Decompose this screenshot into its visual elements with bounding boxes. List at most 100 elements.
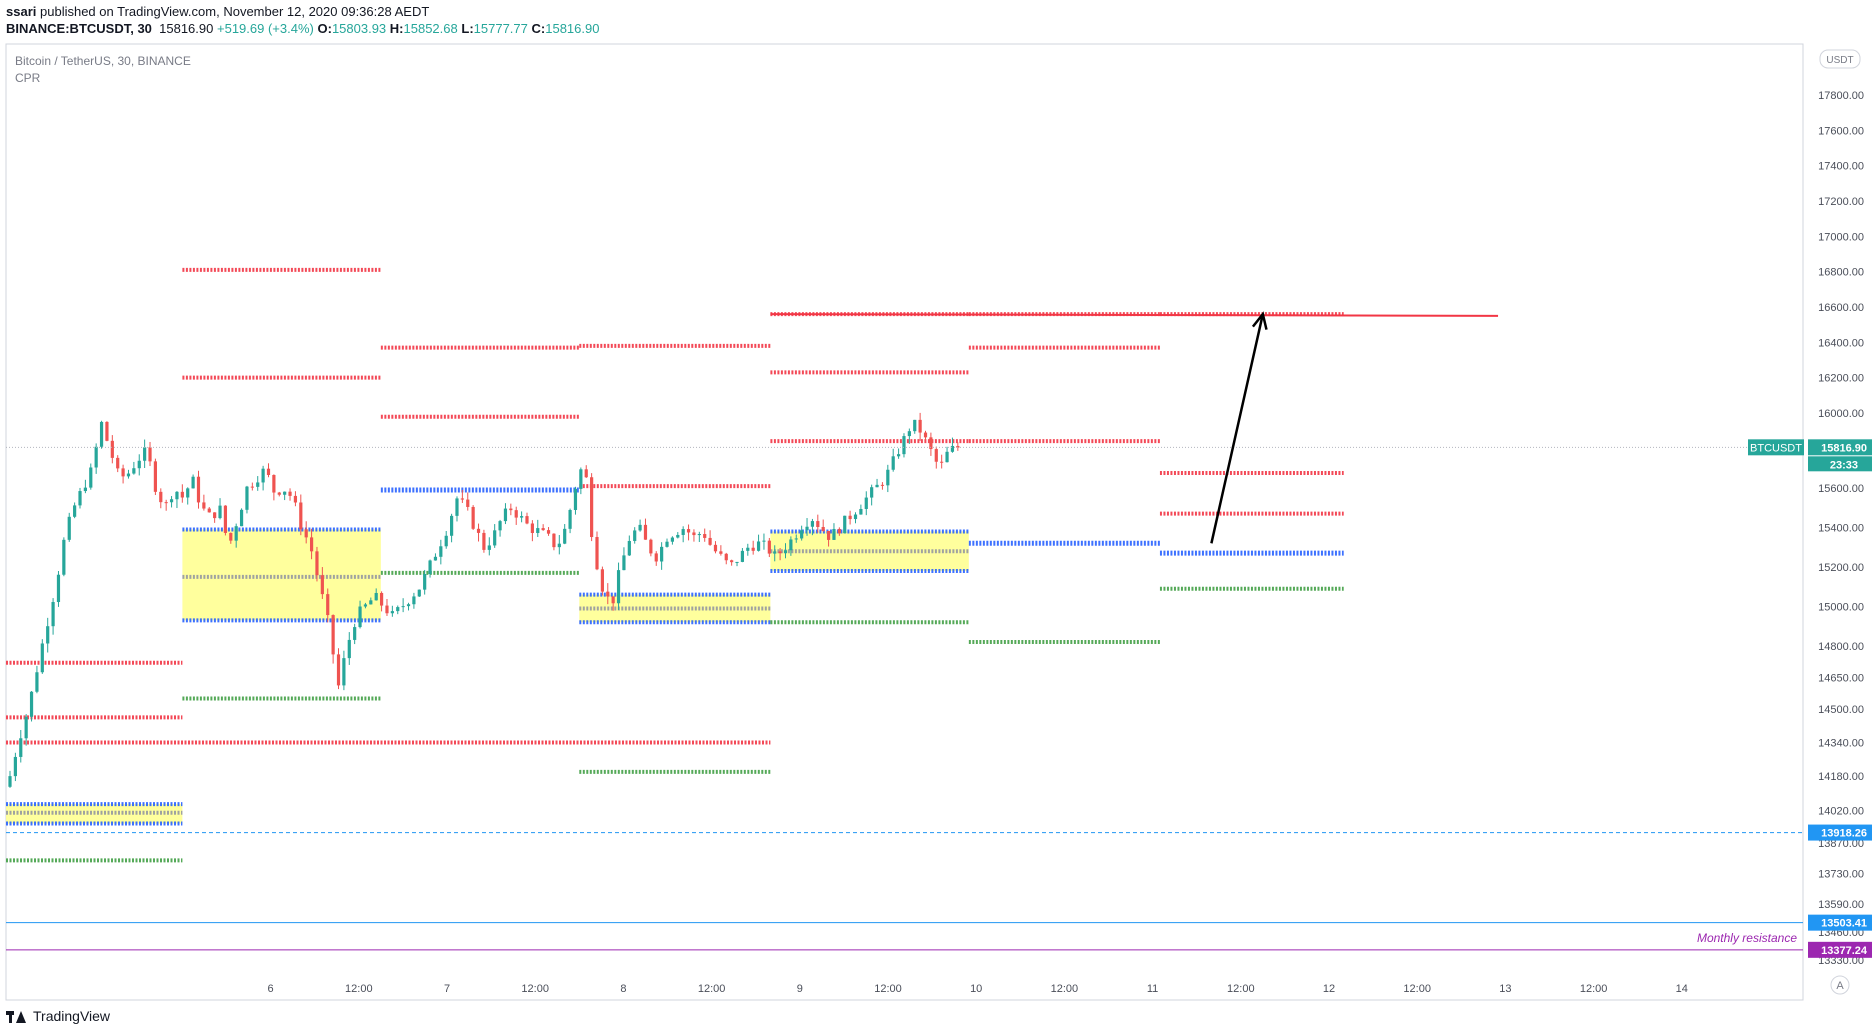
currency-badge[interactable]: USDT bbox=[1826, 55, 1853, 66]
candle-body bbox=[740, 550, 745, 562]
candle-body bbox=[175, 491, 179, 500]
legend-indicator[interactable]: CPR bbox=[15, 71, 41, 85]
resistance-trend-line[interactable] bbox=[770, 313, 1499, 317]
candle-body bbox=[13, 756, 17, 777]
price-tick-label: 14180.00 bbox=[1818, 771, 1864, 783]
candle-body bbox=[137, 460, 141, 469]
open-label: O: bbox=[317, 21, 332, 36]
candle-body bbox=[503, 508, 508, 522]
candle-body bbox=[622, 555, 626, 571]
candle-body bbox=[665, 541, 669, 547]
candle-body bbox=[342, 658, 346, 686]
auto-scale-button-bg[interactable] bbox=[1830, 975, 1850, 995]
drawings[interactable] bbox=[770, 311, 1499, 544]
price-tick-label: 16000.00 bbox=[1818, 408, 1864, 420]
candle-body bbox=[638, 524, 642, 531]
close-label: C: bbox=[531, 21, 546, 36]
currency-badge-bg[interactable] bbox=[1819, 49, 1861, 69]
candle-body bbox=[805, 526, 809, 531]
candle-body bbox=[143, 447, 147, 461]
candle-body bbox=[67, 516, 71, 540]
candle-body bbox=[595, 537, 599, 570]
auto-scale-button[interactable]: A bbox=[1836, 980, 1844, 992]
candle-body bbox=[546, 530, 551, 534]
tradingview-logo[interactable]: TradingView bbox=[6, 1008, 110, 1024]
candle-body bbox=[396, 607, 400, 612]
candle-body bbox=[864, 497, 868, 509]
price-tick-label: 17600.00 bbox=[1818, 125, 1864, 137]
candle-body bbox=[940, 461, 944, 463]
candle-body bbox=[573, 488, 578, 510]
monthly-resistance-label: Monthly resistance bbox=[1697, 931, 1797, 945]
price-axis[interactable]: 17800.00 17600.00 17400.00 17200.00 17000.00… bbox=[1748, 49, 1872, 995]
candle-body bbox=[234, 526, 238, 541]
low-value: 15777.77 bbox=[473, 21, 528, 36]
badge-13918: 13918.26 bbox=[1821, 828, 1867, 840]
candle-body bbox=[353, 627, 357, 640]
candle-body bbox=[934, 449, 938, 462]
candle-body bbox=[670, 537, 675, 542]
candle-body bbox=[563, 528, 567, 544]
candle-body bbox=[816, 521, 820, 527]
candle-body bbox=[229, 532, 233, 541]
candle-body bbox=[487, 545, 491, 550]
time-tick-label: 12:00 bbox=[1580, 983, 1608, 995]
price-tick-label: 16400.00 bbox=[1818, 337, 1864, 349]
candle-body bbox=[153, 461, 158, 492]
price-tick-label: 14340.00 bbox=[1818, 738, 1864, 750]
arrow-shaft[interactable] bbox=[1210, 313, 1265, 544]
candle-body bbox=[423, 574, 427, 590]
candle-body bbox=[762, 540, 766, 542]
candle-body bbox=[331, 615, 335, 655]
time-tick-label: 11 bbox=[1147, 983, 1158, 995]
candle-body bbox=[536, 528, 540, 534]
candle-body bbox=[363, 604, 368, 607]
candle-body bbox=[455, 498, 459, 516]
price-tick-label: 16800.00 bbox=[1818, 267, 1864, 279]
candle-body bbox=[450, 515, 454, 536]
candle-body bbox=[708, 537, 712, 545]
candle-body bbox=[681, 529, 685, 535]
candle-body bbox=[320, 575, 324, 595]
time-axis[interactable]: 6 12:00 7 12:00 8 12:00 9 12:00 10 12:00 11 12:00 12… bbox=[268, 983, 1688, 995]
candle-body bbox=[568, 509, 572, 529]
candle-body bbox=[923, 432, 928, 438]
publisher-name[interactable]: ssari bbox=[6, 4, 37, 19]
publisher-line: ssari published on TradingView.com, Nove… bbox=[6, 4, 429, 19]
time-tick-label: 14 bbox=[1676, 983, 1688, 995]
candle-body bbox=[870, 487, 874, 498]
candle-body bbox=[245, 486, 249, 510]
candle-body bbox=[336, 654, 341, 686]
candle-body bbox=[476, 528, 481, 533]
last-price: 15816.90 bbox=[159, 21, 214, 36]
candle-body bbox=[439, 546, 443, 557]
candle-body bbox=[697, 534, 701, 536]
candle-body bbox=[40, 643, 44, 673]
candle-body bbox=[347, 639, 351, 659]
candle-body bbox=[660, 546, 664, 562]
candle-body bbox=[304, 529, 308, 538]
candle-body bbox=[46, 626, 50, 644]
candle-body bbox=[385, 605, 389, 614]
candle-body bbox=[853, 514, 858, 520]
low-label: L: bbox=[461, 21, 474, 36]
time-tick-label: 12:00 bbox=[1403, 983, 1431, 995]
candle-body bbox=[552, 533, 556, 548]
candle-body bbox=[412, 596, 416, 605]
candle-body bbox=[789, 539, 793, 551]
candle-body bbox=[62, 539, 66, 575]
arrow-head[interactable] bbox=[1251, 311, 1268, 330]
price-tick-label: 14020.00 bbox=[1818, 806, 1864, 818]
candle-body bbox=[374, 592, 378, 601]
time-tick-label: 12:00 bbox=[698, 983, 726, 995]
candle-body bbox=[482, 532, 486, 550]
candle-body bbox=[703, 534, 707, 538]
candle-body bbox=[767, 540, 771, 554]
candle-body bbox=[525, 516, 529, 524]
candle-body bbox=[89, 467, 93, 488]
candle-body bbox=[719, 551, 723, 554]
candle-body bbox=[778, 551, 782, 554]
symbol-text: BINANCE:BTCUSDT, 30 bbox=[6, 21, 152, 36]
candle-body bbox=[99, 421, 104, 447]
